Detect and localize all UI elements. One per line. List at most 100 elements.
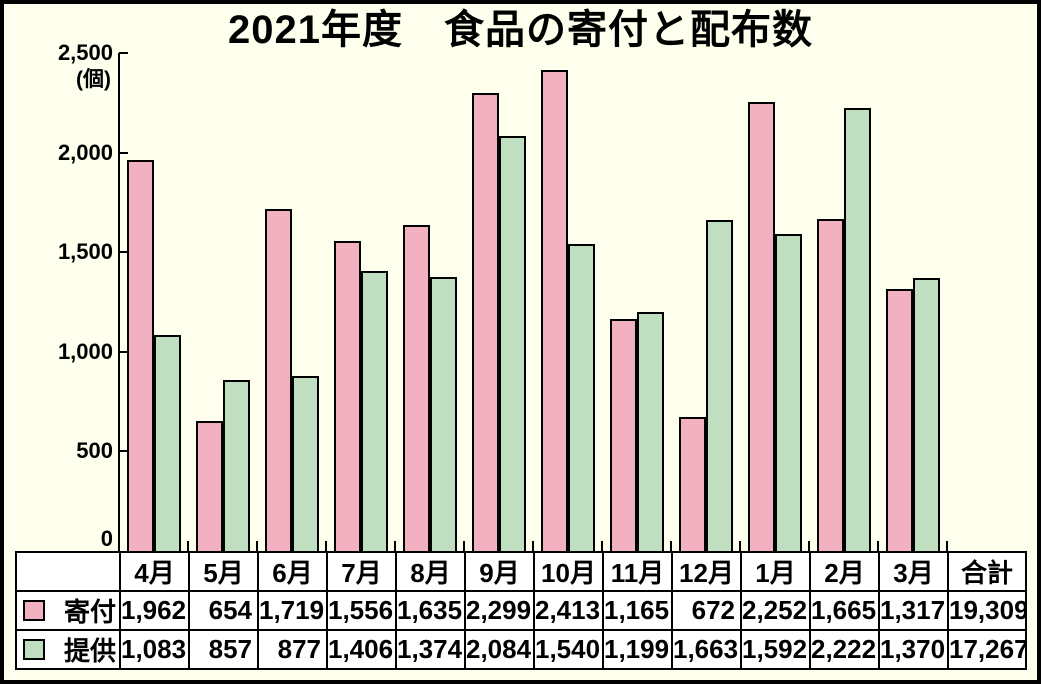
total-cell: 19,309 <box>947 590 1027 631</box>
legend-swatch-寄付 <box>23 600 45 621</box>
value-cell: 1,370 <box>878 629 949 670</box>
bar-寄付-10月 <box>540 70 568 551</box>
x-tick <box>325 541 327 551</box>
bar-寄付-11月 <box>609 319 637 551</box>
value-cell: 672 <box>671 590 742 631</box>
value-cell: 2,413 <box>533 590 604 631</box>
legend-cell: 提供 <box>15 629 121 670</box>
bar-寄付-9月 <box>471 93 499 551</box>
x-tick <box>877 541 879 551</box>
x-tick <box>739 541 741 551</box>
x-tick <box>256 541 258 551</box>
bar-寄付-7月 <box>333 241 361 551</box>
bar-寄付-6月 <box>264 209 292 551</box>
table-header-cell: 10月 <box>533 551 604 592</box>
bar-提供-1月 <box>774 234 802 551</box>
bar-寄付-2月 <box>816 219 844 551</box>
bar-提供-6月 <box>291 376 319 551</box>
data-table: 4月 5月 6月 7月 8月 9月 10月 11月 12月 1月 2月 3月 合計 寄付 1,962 654 1… <box>15 551 1027 670</box>
y-axis-label: 2,500 <box>57 40 113 65</box>
bar-寄付-4月 <box>126 160 154 551</box>
value-cell: 1,406 <box>326 629 397 670</box>
y-tick <box>119 351 128 353</box>
table-header-cell: 2月 <box>809 551 880 592</box>
value-cell: 1,317 <box>878 590 949 631</box>
bar-提供-9月 <box>498 136 526 551</box>
value-cell: 2,084 <box>464 629 535 670</box>
value-cell: 2,222 <box>809 629 880 670</box>
value-cell: 1,165 <box>602 590 673 631</box>
value-cell: 654 <box>188 590 259 631</box>
table-header-cell: 合計 <box>947 551 1027 592</box>
y-tick <box>119 251 128 253</box>
legend-cell: 寄付 <box>15 590 121 631</box>
x-tick <box>946 541 948 551</box>
bar-提供-2月 <box>843 108 871 551</box>
table-row-提供: 提供 1,083 857 877 1,406 1,374 2,084 1,540 1,199 1,… <box>15 629 1027 670</box>
table-header-cell: 7月 <box>326 551 397 592</box>
chart-canvas: 2021年度 食品の寄付と配布数 (個) 4月 5月 6月 7月 8月 9月 10月 11月 1… <box>4 4 1037 680</box>
bar-提供-11月 <box>636 312 664 551</box>
bar-提供-10月 <box>567 244 595 551</box>
y-axis-unit-label: (個) <box>76 68 111 91</box>
x-tick <box>187 541 189 551</box>
table-header-cell: 12月 <box>671 551 742 592</box>
x-tick <box>532 541 534 551</box>
value-cell: 1,083 <box>119 629 190 670</box>
value-cell: 1,556 <box>326 590 397 631</box>
value-cell: 1,374 <box>395 629 466 670</box>
bar-提供-5月 <box>222 380 250 551</box>
value-cell: 2,299 <box>464 590 535 631</box>
y-axis-label: 1,500 <box>57 239 113 264</box>
legend-swatch-提供 <box>23 639 45 660</box>
y-tick <box>119 152 128 154</box>
series-label: 提供 <box>63 636 116 666</box>
bar-寄付-5月 <box>195 421 223 551</box>
table-header-row: 4月 5月 6月 7月 8月 9月 10月 11月 12月 1月 2月 3月 合計 <box>15 551 1027 592</box>
table-header-cell: 1月 <box>740 551 811 592</box>
x-tick <box>808 541 810 551</box>
table-header-cell: 3月 <box>878 551 949 592</box>
value-cell: 1,199 <box>602 629 673 670</box>
x-tick <box>463 541 465 551</box>
table-row-寄付: 寄付 1,962 654 1,719 1,556 1,635 2,299 2,413 1,165… <box>15 590 1027 631</box>
bar-提供-7月 <box>360 271 388 551</box>
bar-提供-3月 <box>912 278 940 551</box>
value-cell: 2,252 <box>740 590 811 631</box>
table-header-cell: 9月 <box>464 551 535 592</box>
bar-寄付-12月 <box>678 417 706 551</box>
y-axis-label: 2,000 <box>57 140 113 165</box>
table-header-cell: 4月 <box>119 551 190 592</box>
x-tick <box>394 541 396 551</box>
y-axis-label: 0 <box>100 526 113 551</box>
value-cell: 1,665 <box>809 590 880 631</box>
table-header-cell: 8月 <box>395 551 466 592</box>
y-tick <box>119 450 128 452</box>
total-cell: 17,267 <box>947 629 1027 670</box>
bar-寄付-3月 <box>885 289 913 551</box>
value-cell: 1,962 <box>119 590 190 631</box>
y-axis-line <box>118 53 120 551</box>
x-tick <box>670 541 672 551</box>
value-cell: 1,592 <box>740 629 811 670</box>
legend-wrap: 寄付 <box>18 593 118 628</box>
table-corner-cell <box>15 551 121 592</box>
y-axis-label: 500 <box>76 438 113 463</box>
y-tick <box>119 52 128 54</box>
value-cell: 1,540 <box>533 629 604 670</box>
bar-提供-4月 <box>153 335 181 551</box>
table-body: 4月 5月 6月 7月 8月 9月 10月 11月 12月 1月 2月 3月 合計 寄付 1,962 654 1… <box>15 551 1027 670</box>
series-label: 寄付 <box>63 597 116 627</box>
value-cell: 1,635 <box>395 590 466 631</box>
bar-寄付-1月 <box>747 102 775 551</box>
x-tick <box>601 541 603 551</box>
value-cell: 877 <box>257 629 328 670</box>
bar-提供-12月 <box>705 220 733 551</box>
legend-wrap: 提供 <box>18 632 118 667</box>
value-cell: 1,719 <box>257 590 328 631</box>
value-cell: 857 <box>188 629 259 670</box>
value-cell: 1,663 <box>671 629 742 670</box>
chart-title: 2021年度 食品の寄付と配布数 <box>228 8 813 52</box>
table-header-cell: 5月 <box>188 551 259 592</box>
